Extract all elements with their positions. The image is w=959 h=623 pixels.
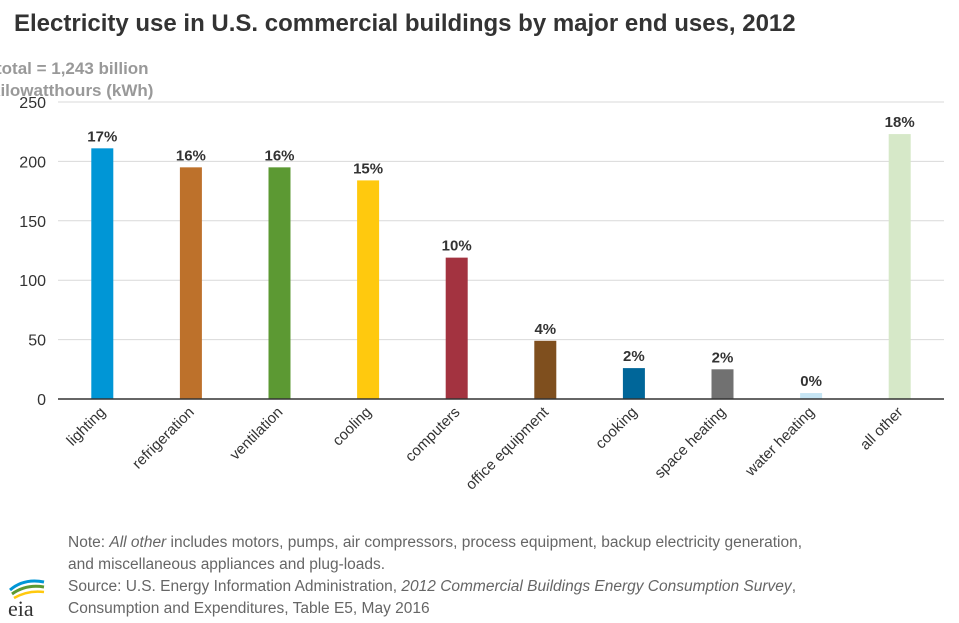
- chart-note: Note: All other includes motors, pumps, …: [68, 532, 948, 620]
- y-tick-label: 200: [19, 154, 46, 171]
- x-tick-label: computers: [402, 404, 464, 466]
- eia-logo: eia: [8, 579, 45, 620]
- x-tick-label: water heating: [742, 404, 818, 480]
- y-tick-label: 150: [19, 214, 46, 231]
- bar-water-heating: [800, 393, 823, 399]
- logo-arc-green: [11, 584, 45, 596]
- bar-all-other: [888, 134, 911, 400]
- note-line-2: and miscellaneous appliances and plug-lo…: [68, 556, 386, 573]
- y-tick-label: 0: [37, 392, 46, 409]
- bar-refrigeration: [179, 167, 202, 399]
- y-axis-title-line-2: kilowatthours (kWh): [0, 81, 154, 100]
- y-tick-label: 250: [19, 95, 46, 112]
- y-tick-label: 50: [28, 333, 46, 350]
- x-tick-label: space heating: [651, 404, 729, 482]
- x-tick-label: office equipment: [462, 403, 552, 493]
- data-label: 16%: [264, 147, 294, 164]
- data-label: 15%: [353, 160, 383, 177]
- x-tick-label: ventilation: [227, 404, 287, 464]
- data-label: 10%: [442, 238, 472, 255]
- bar-space-heating: [711, 369, 734, 399]
- source-line-1: Source: U.S. Energy Information Administ…: [68, 578, 796, 595]
- bar-lighting: [91, 148, 114, 399]
- logo-arc-yellow: [13, 590, 45, 600]
- y-axis-title-line-1: total = 1,243 billion: [0, 59, 149, 78]
- x-tick-label: refrigeration: [129, 404, 198, 473]
- bar-ventilation: [268, 167, 291, 399]
- data-label: 0%: [800, 373, 822, 390]
- chart-title: Electricity use in U.S. commercial build…: [14, 10, 796, 37]
- y-tick-label: 100: [19, 273, 46, 290]
- data-label: 17%: [87, 128, 117, 145]
- data-label: 18%: [885, 114, 915, 131]
- logo-arc-blue: [9, 579, 45, 592]
- bar-computers: [445, 257, 468, 399]
- data-label: 2%: [712, 349, 734, 366]
- note-line-1: Note: All other includes motors, pumps, …: [68, 534, 803, 551]
- data-label: 4%: [534, 321, 556, 338]
- bar-office-equipment: [534, 340, 557, 399]
- data-label: 2%: [623, 348, 645, 365]
- data-label: 16%: [176, 147, 206, 164]
- source-line-2: Consumption and Expenditures, Table E5, …: [68, 600, 430, 617]
- x-tick-label: cooking: [592, 404, 641, 453]
- y-axis-title: total = 1,243 billion kilowatthours (kWh…: [0, 58, 200, 102]
- bar-cooling: [357, 180, 380, 399]
- x-tick-label: all other: [857, 404, 907, 454]
- logo-text: eia: [8, 596, 34, 620]
- x-tick-label: cooling: [329, 404, 375, 450]
- x-tick-label: lighting: [63, 404, 109, 450]
- bar-cooking: [622, 368, 645, 399]
